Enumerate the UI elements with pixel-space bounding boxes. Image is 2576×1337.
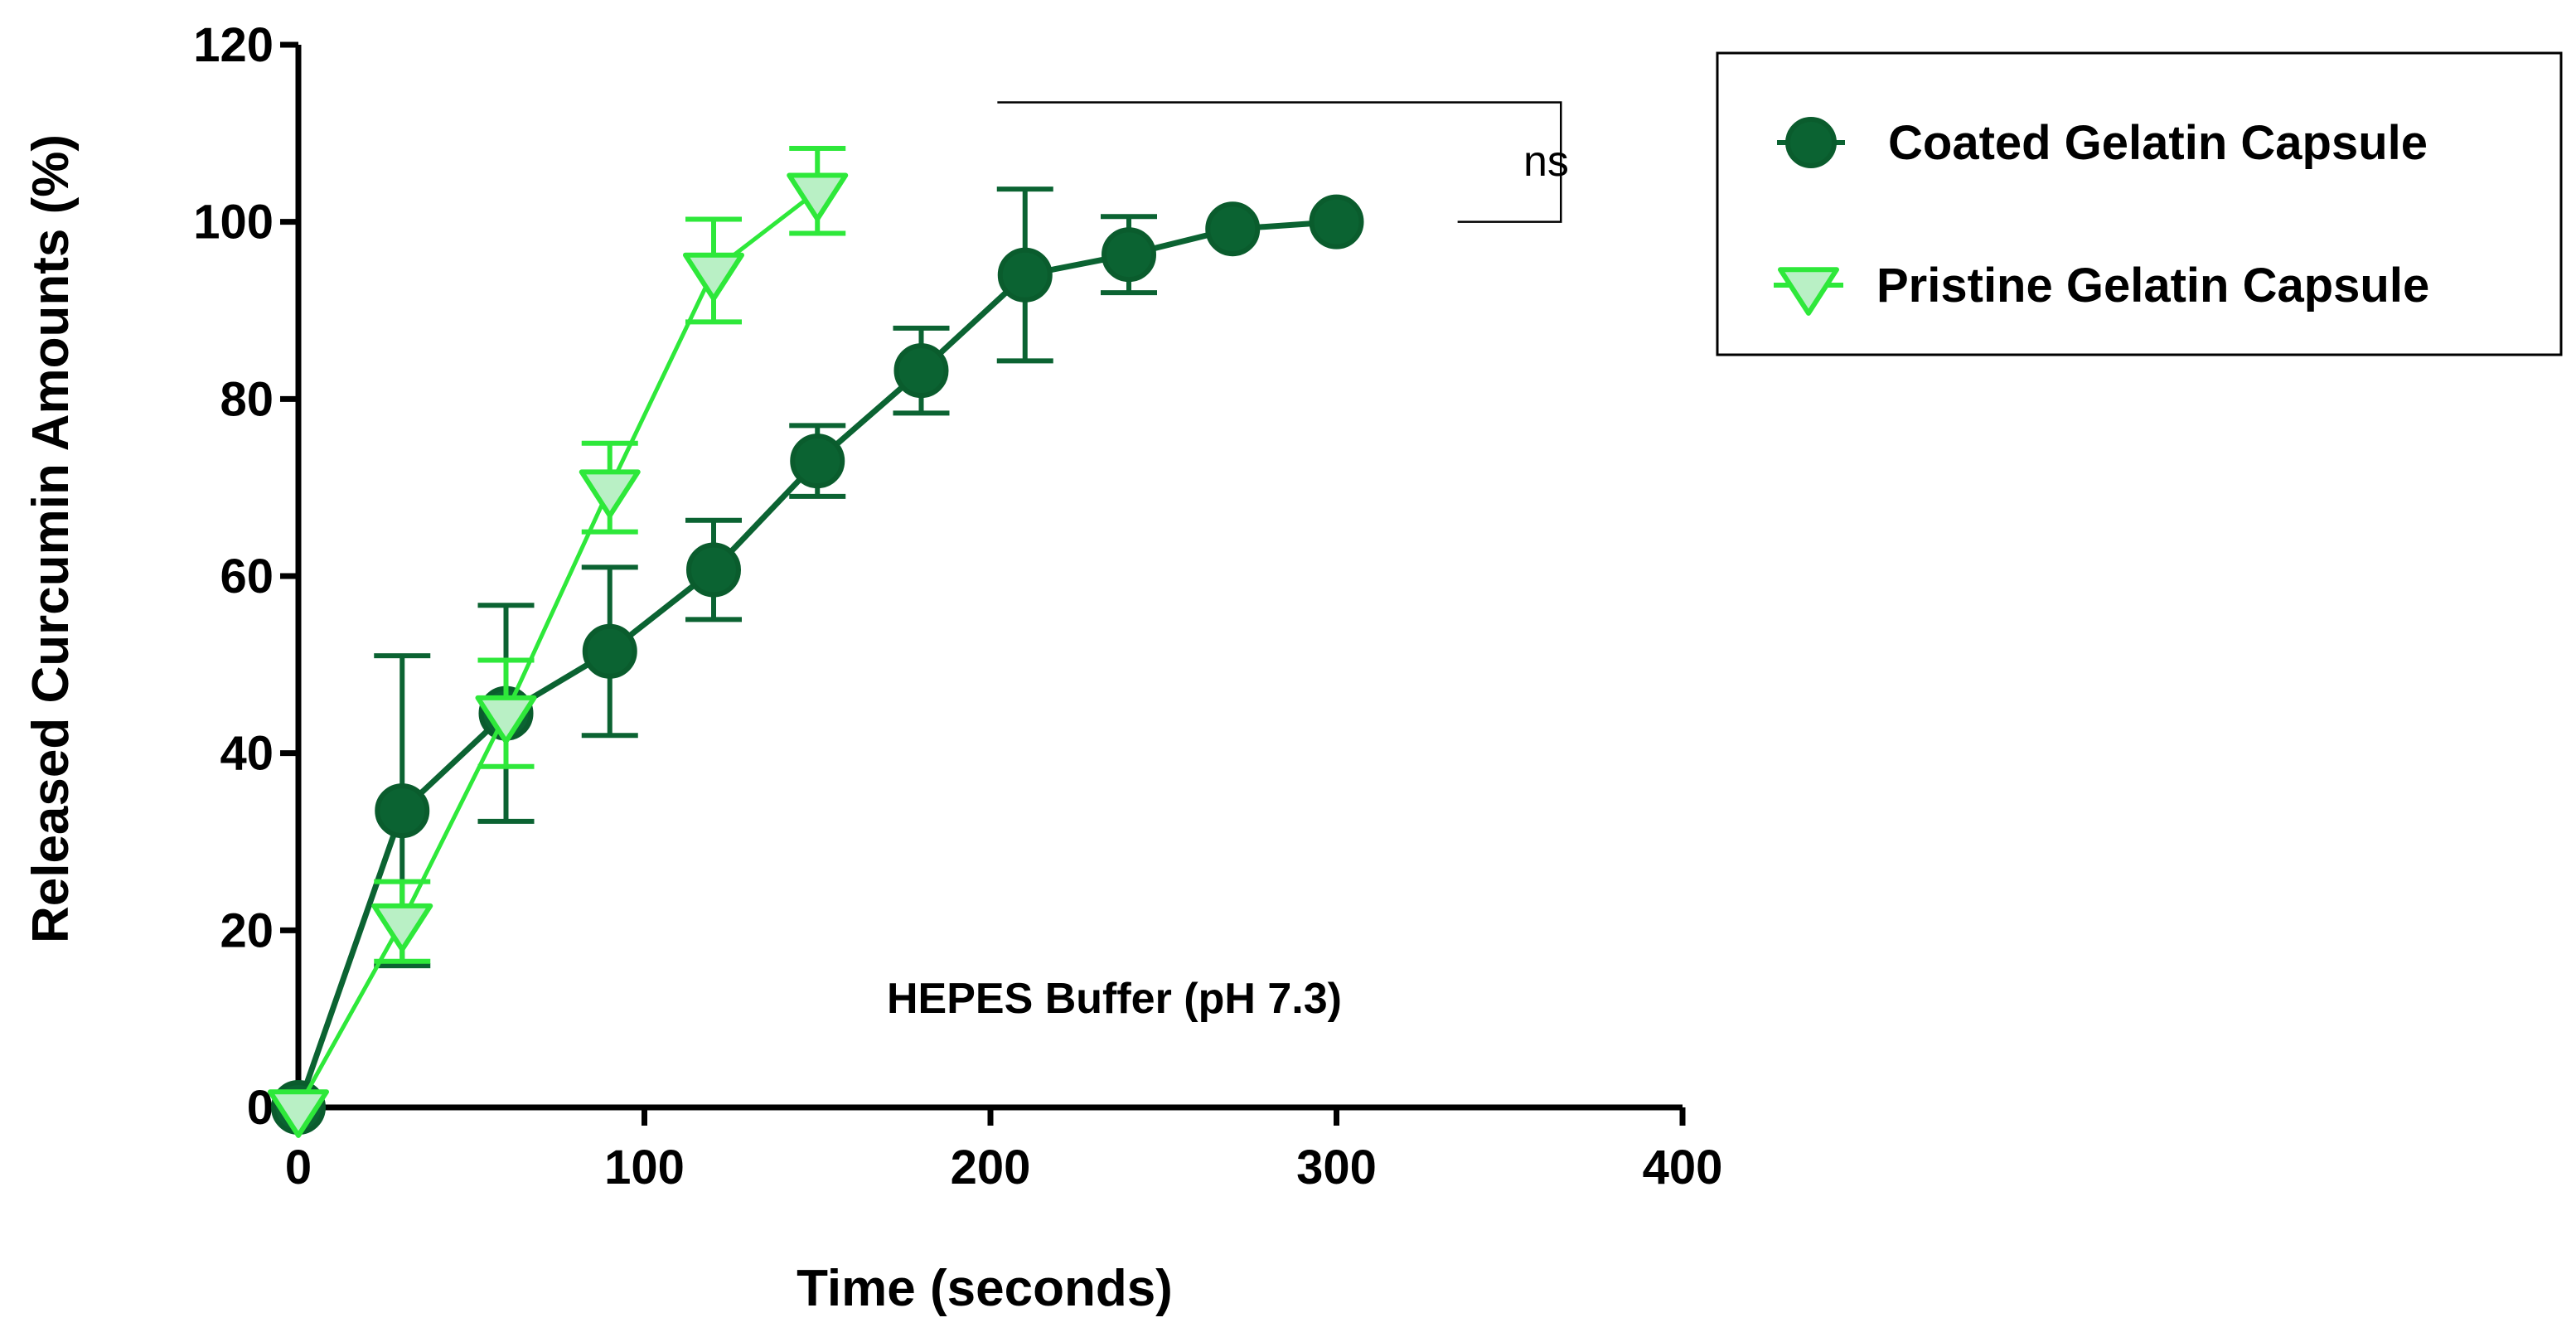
data-point — [683, 252, 744, 302]
legend: Coated Gelatin Capsule Pristine Gelatin … — [1716, 51, 2563, 356]
data-point — [893, 343, 949, 399]
data-point — [371, 903, 433, 952]
y-tick-label: 80 — [220, 372, 274, 426]
data-point — [475, 695, 537, 744]
data-point — [375, 783, 430, 839]
data-point — [1102, 227, 1156, 283]
y-axis-title: Released Curcumin Amounts (%) — [22, 134, 80, 943]
x-tick-label: 200 — [951, 1141, 1031, 1194]
data-point — [1205, 201, 1261, 257]
y-tick-label: 0 — [247, 1081, 274, 1135]
x-tick-label: 0 — [285, 1141, 312, 1194]
data-point — [787, 172, 849, 222]
y-tick-label: 120 — [193, 18, 274, 72]
legend-box — [1716, 51, 2563, 356]
y-tick-label: 60 — [220, 550, 274, 603]
data-point — [997, 247, 1053, 303]
significance-bracket — [997, 101, 1562, 223]
x-tick-label: 400 — [1643, 1141, 1723, 1194]
data-point — [790, 434, 845, 489]
series-layer — [268, 145, 1364, 1138]
x-axis-title: Time (seconds) — [797, 1260, 1173, 1317]
significance-bracket-line — [997, 101, 1562, 223]
y-tick-label: 100 — [193, 196, 274, 249]
data-point — [582, 623, 637, 679]
data-point — [579, 469, 641, 519]
series-pristine — [268, 145, 849, 1138]
x-tick-label: 300 — [1296, 1141, 1377, 1194]
data-point — [268, 1089, 329, 1138]
legend-marker-coated — [1785, 117, 1837, 168]
legend-label-coated: Coated Gelatin Capsule — [1888, 116, 2428, 170]
y-tick-label: 40 — [220, 727, 274, 781]
y-tick-label: 20 — [220, 903, 274, 957]
data-point — [686, 542, 741, 598]
data-point — [1309, 194, 1364, 249]
series-line — [296, 189, 819, 1109]
x-tick-label: 100 — [604, 1141, 685, 1194]
buffer-annotation: HEPES Buffer (pH 7.3) — [887, 975, 1342, 1023]
significance-label: ns — [1523, 138, 1569, 186]
legend-marker-pristine — [1778, 267, 1839, 316]
legend-label-pristine: Pristine Gelatin Capsule — [1876, 259, 2429, 312]
